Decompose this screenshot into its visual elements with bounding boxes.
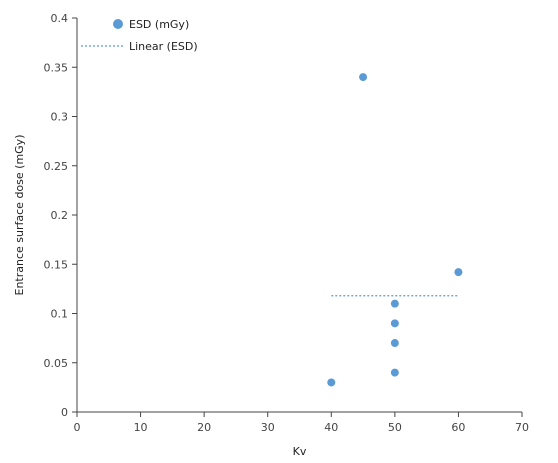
y-tick-label: 0.25 [44, 160, 69, 173]
x-tick-label: 50 [388, 421, 402, 434]
y-tick-label: 0 [61, 406, 68, 419]
legend-marker-esd [113, 19, 123, 29]
y-tick-label: 0.3 [51, 111, 69, 124]
x-tick-label: 60 [451, 421, 465, 434]
y-axis: 0 0.05 0.1 0.15 0.2 0.25 0.3 0.35 0.4 [44, 12, 78, 419]
data-points [327, 73, 463, 387]
x-tick-label: 40 [324, 421, 338, 434]
x-tick-label: 10 [134, 421, 148, 434]
data-point [359, 73, 368, 82]
x-tick-label: 20 [197, 421, 211, 434]
data-point [390, 368, 399, 377]
x-axis-title: Kv [293, 445, 307, 458]
y-tick-label: 0.05 [44, 357, 69, 370]
data-point [390, 319, 399, 328]
legend-label-linear: Linear (ESD) [129, 40, 198, 53]
x-tick-label: 0 [74, 421, 81, 434]
y-tick-label: 0.1 [51, 308, 69, 321]
data-point [454, 268, 463, 277]
data-point [390, 339, 399, 348]
x-tick-label: 30 [261, 421, 275, 434]
data-point [327, 378, 336, 387]
y-tick-label: 0.4 [51, 12, 69, 25]
data-point [390, 299, 399, 308]
y-axis-title: Entrance surface dose (mGy) [13, 135, 26, 296]
legend: ESD (mGy) Linear (ESD) [81, 18, 198, 53]
y-tick-label: 0.2 [51, 209, 69, 222]
legend-label-esd: ESD (mGy) [129, 18, 189, 31]
y-tick-label: 0.35 [44, 61, 69, 74]
x-tick-label: 70 [515, 421, 529, 434]
y-tick-label: 0.15 [44, 258, 69, 271]
x-axis: 0 10 20 30 40 50 60 70 [74, 411, 529, 434]
